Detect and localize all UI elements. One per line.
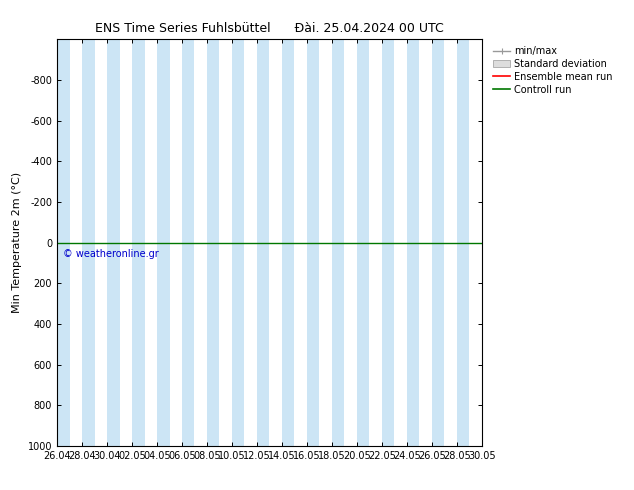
Bar (132, 39, 145, 446)
Bar (257, 39, 269, 446)
Legend: min/max, Standard deviation, Ensemble mean run, Controll run: min/max, Standard deviation, Ensemble me… (491, 44, 615, 97)
Bar (282, 39, 294, 446)
Bar (332, 39, 344, 446)
Bar (57, 39, 70, 446)
Bar (182, 39, 195, 446)
Title: ENS Time Series Fuhlsbüttel      Đài. 25.04.2024 00 UTC: ENS Time Series Fuhlsbüttel Đài. 25.04.2… (95, 22, 444, 35)
Bar (382, 39, 394, 446)
Bar (307, 39, 320, 446)
Text: © weatheronline.gr: © weatheronline.gr (63, 248, 159, 259)
Bar (107, 39, 120, 446)
Bar (357, 39, 370, 446)
Y-axis label: Min Temperature 2m (°C): Min Temperature 2m (°C) (12, 172, 22, 313)
Bar (407, 39, 419, 446)
Bar (432, 39, 444, 446)
Bar (482, 39, 495, 446)
Bar (207, 39, 219, 446)
Bar (157, 39, 169, 446)
Bar (232, 39, 245, 446)
Bar (457, 39, 469, 446)
Bar (82, 39, 94, 446)
